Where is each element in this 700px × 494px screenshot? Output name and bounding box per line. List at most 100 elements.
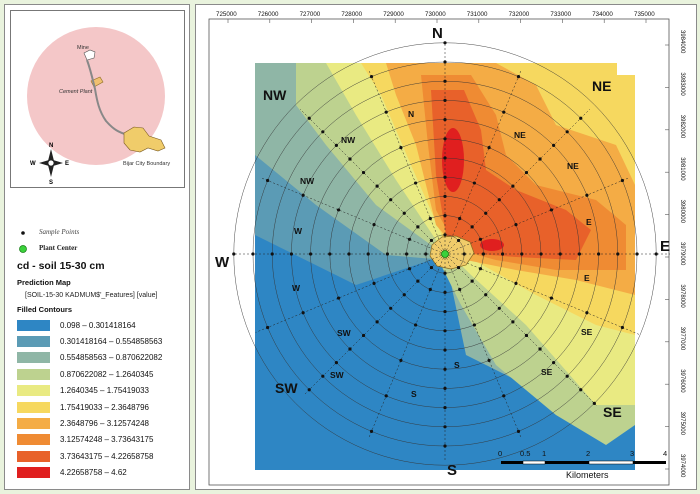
- sample-point: [399, 358, 403, 363]
- transect-line: [444, 177, 629, 255]
- legend-class-label: 2.3648796 – 3.12574248: [60, 418, 149, 428]
- sample-point: [348, 347, 352, 351]
- y-tick-label: 3980000: [679, 200, 685, 224]
- sample-point: [497, 198, 501, 202]
- legend-class-label: 0.554858563 – 0.870622082: [60, 353, 163, 363]
- x-tick-label: 727000: [300, 11, 321, 18]
- sample-point: [372, 223, 376, 227]
- y-tick-label: 3984000: [679, 30, 685, 54]
- inset-cement-plant-label: Cement Plant: [59, 89, 93, 95]
- sample-point: [443, 386, 447, 390]
- sample-point: [443, 329, 447, 333]
- sector-n-label: N: [408, 109, 414, 119]
- sample-point: [635, 252, 639, 256]
- sample-point: [577, 252, 581, 256]
- x-tick-label: 731000: [467, 11, 488, 18]
- y-tick-label: 3974000: [679, 454, 685, 478]
- northeast-label: NE: [592, 78, 611, 94]
- sample-point: [375, 184, 379, 188]
- sample-point: [443, 118, 447, 122]
- sample-point: [328, 252, 332, 256]
- sample-point: [321, 374, 325, 378]
- sample-point: [616, 252, 620, 256]
- scale-tick-label: 0: [498, 449, 502, 458]
- sample-point: [481, 252, 485, 256]
- sector-sw-label-1: SW: [337, 328, 352, 338]
- sample-point: [321, 130, 325, 134]
- legend-class-label: 3.12574248 – 3.73643175: [60, 435, 154, 445]
- sample-point: [558, 252, 562, 256]
- sample-point: [538, 157, 542, 161]
- legend-color-swatch: [17, 467, 50, 479]
- x-tick-label: 729000: [383, 11, 404, 18]
- sample-point: [585, 193, 589, 197]
- sample-point: [443, 290, 447, 294]
- x-tick-label: 726000: [258, 11, 279, 18]
- y-tick-label: 3983000: [679, 72, 685, 96]
- sample-points: [232, 41, 658, 448]
- legend-color-swatch: [17, 319, 50, 331]
- sample-point: [462, 252, 466, 256]
- sample-point: [458, 287, 462, 292]
- legend-class-row: 3.73643175 – 4.22658758: [17, 450, 153, 462]
- legend-class-label: 4.22658758 – 4.62: [60, 468, 127, 478]
- sample-point: [654, 252, 658, 256]
- sample-point: [456, 238, 461, 243]
- sample-point: [443, 444, 447, 448]
- legend-color-swatch: [17, 335, 50, 347]
- legend-color-swatch: [17, 450, 50, 462]
- symbol-swatches: [19, 231, 27, 253]
- sector-se-label-1: SE: [581, 327, 593, 337]
- transect-line: [444, 253, 522, 439]
- compass-s-label: S: [49, 180, 53, 186]
- sample-point: [266, 178, 270, 183]
- sample-point: [565, 374, 569, 378]
- south-label: S: [447, 462, 457, 479]
- compass-rose-icon: [39, 149, 63, 177]
- y-tick-label: 3977000: [679, 327, 685, 351]
- sample-point: [334, 361, 338, 365]
- sample-point: [502, 394, 506, 398]
- sample-point: [348, 157, 352, 161]
- sample-point: [516, 429, 521, 433]
- sample-point: [524, 333, 529, 338]
- sample-point: [416, 279, 420, 283]
- y-tick-label: 3979000: [679, 242, 685, 266]
- legend-class-row: 0.870622082 – 1.2640345: [17, 368, 153, 380]
- sample-point: [389, 198, 393, 202]
- sample-point: [470, 225, 474, 229]
- sample-point: [497, 306, 501, 310]
- sample-point: [484, 211, 488, 215]
- y-tick-label: 3982000: [679, 115, 685, 139]
- sample-point: [592, 401, 596, 405]
- legend-class-row: 0.554858563 – 0.870622082: [17, 352, 162, 364]
- legend-color-swatch: [17, 434, 50, 446]
- legend-subtitle: Prediction Map: [17, 278, 71, 287]
- sample-point: [443, 310, 447, 314]
- sample-point: [443, 98, 447, 102]
- sample-point: [289, 252, 293, 256]
- legend-class-row: 0.301418164 – 0.554858563: [17, 335, 162, 347]
- sample-point: [549, 296, 554, 300]
- east-label: E: [660, 238, 670, 255]
- inset-mine-label: Mine: [77, 45, 89, 51]
- sample-point: [597, 252, 601, 256]
- legend-class-label: 0.098 – 0.301418164: [60, 320, 136, 330]
- map-panel: 725000 726000 727000 728000 729000 730000 7310…: [195, 4, 697, 490]
- sample-point: [579, 388, 583, 392]
- legend-panel: Mine Cement Plant Bijar City Boundary N …: [4, 4, 190, 490]
- y-tick-label: 3978000: [679, 284, 685, 308]
- sample-point: [385, 252, 389, 256]
- legend-class-row: 4.22658758 – 4.62: [17, 467, 127, 479]
- sample-point: [266, 325, 270, 330]
- sample-point: [402, 211, 406, 215]
- x-tick-label: 725000: [216, 11, 237, 18]
- sample-point: [399, 145, 403, 150]
- sampling-transects: [233, 42, 670, 460]
- sample-point: [538, 347, 542, 351]
- sample-point: [405, 252, 409, 256]
- sector-labels: N NW NW NE NE W W E E SW SW S S SE SE: [292, 109, 593, 399]
- northwest-label: NW: [263, 87, 287, 103]
- sample-point: [428, 287, 432, 292]
